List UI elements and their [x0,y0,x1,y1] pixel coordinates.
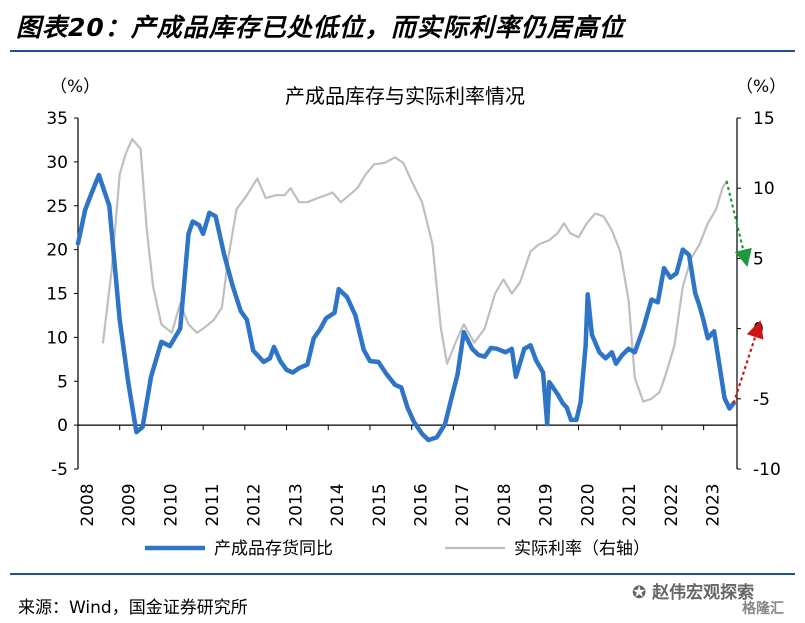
x-tick-label: 2023 [703,483,723,526]
right-tick-label: -10 [753,460,781,480]
x-tick-label: 2014 [328,483,348,526]
annotations [725,180,764,404]
left-tick-label: 0 [57,416,68,436]
right-tick-label: 15 [753,109,775,129]
legend-label-real-rate: 实际利率（右轴） [514,539,650,559]
x-tick-label: 2013 [286,483,306,526]
x-tick-label: 2017 [453,483,473,526]
watermark: ✪ 赵伟宏观探索 [632,578,754,603]
x-tick-label: 2018 [495,483,515,526]
x-tick-label: 2008 [78,483,98,526]
left-tick-label: 15 [46,285,68,305]
wechat-icon: ✪ [632,583,647,603]
title-rule [10,50,795,52]
x-tick-label: 2016 [412,483,432,526]
source-rule [10,573,795,575]
left-tick-label: 10 [46,328,68,348]
left-tick-label: 30 [46,153,68,173]
left-tick-label: 25 [46,197,68,217]
right-axis-unit: （%） [736,77,786,97]
chart-title: 产成品库存与实际利率情况 [285,84,525,108]
x-tick-label: 2022 [662,483,682,526]
x-tick-label: 2012 [245,483,265,526]
x-tick-label: 2009 [120,483,140,526]
right-tick-label: 10 [753,179,775,199]
watermark-2-text: 格隆汇 [742,601,784,617]
x-tick-label: 2010 [161,483,181,526]
watermark-2: 格隆汇 [742,598,784,618]
x-tick-label: 2021 [620,483,640,526]
left-tick-label: 35 [46,109,68,129]
left-tick-label: -5 [51,460,68,480]
green-arrow [725,180,752,267]
left-tick-label: 5 [57,372,68,392]
x-tick-label: 2011 [203,483,223,526]
left-axis-unit: （%） [50,77,100,97]
series-layer [75,138,736,443]
legend-label-inventory: 产成品存货同比 [214,539,333,559]
red-arrow [732,320,764,404]
source-note: 来源：Wind，国金证券研究所 [18,598,248,618]
figure-title: 图表20：产成品库存已处低位，而实际利率仍居高位 [16,13,625,42]
right-tick-label: -5 [753,390,770,410]
chart: 产成品库存与实际利率情况 （%） （%） 35302520151050-5151… [46,77,786,559]
right-tick-label: 0 [753,320,764,340]
series-inventory-line [75,172,736,443]
x-tick-label: 2015 [370,483,390,526]
left-tick-label: 20 [46,241,68,261]
legend: 产成品存货同比 实际利率（右轴） [145,539,650,559]
watermark-text: 赵伟宏观探索 [652,583,755,603]
x-tick-label: 2019 [537,483,557,526]
right-tick-label: 5 [753,249,764,269]
series-real-rate-line [101,138,728,403]
x-tick-label: 2020 [578,483,598,526]
